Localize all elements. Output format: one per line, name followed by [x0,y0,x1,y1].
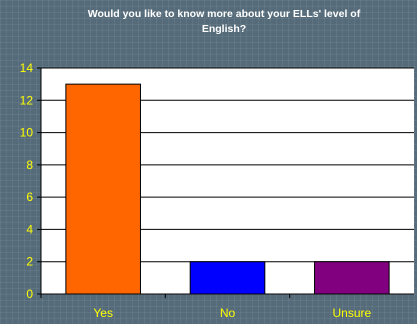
chart-title-line-2: English? [202,23,246,35]
bar-no [189,261,266,295]
tick-labels: 0 2 4 6 8 10 12 14 Yes No Unsure [20,61,372,320]
x-tick-label: No [220,306,236,320]
y-tick-label: 10 [20,126,34,140]
y-tick-label: 12 [20,93,34,107]
bar-unsure [314,261,390,295]
y-tick-label: 4 [26,222,33,236]
y-tick-label: 14 [20,61,34,75]
y-tick-label: 2 [26,255,33,269]
bar-yes [65,83,141,295]
y-tick-label: 8 [26,158,33,172]
y-tick-label: 0 [26,287,33,301]
chart-title-line-1: Would you like to know more about your E… [88,8,361,20]
x-tick-label: Yes [93,306,113,320]
y-tick-label: 6 [26,190,33,204]
axes [37,67,414,298]
x-tick-label: Unsure [332,306,371,320]
